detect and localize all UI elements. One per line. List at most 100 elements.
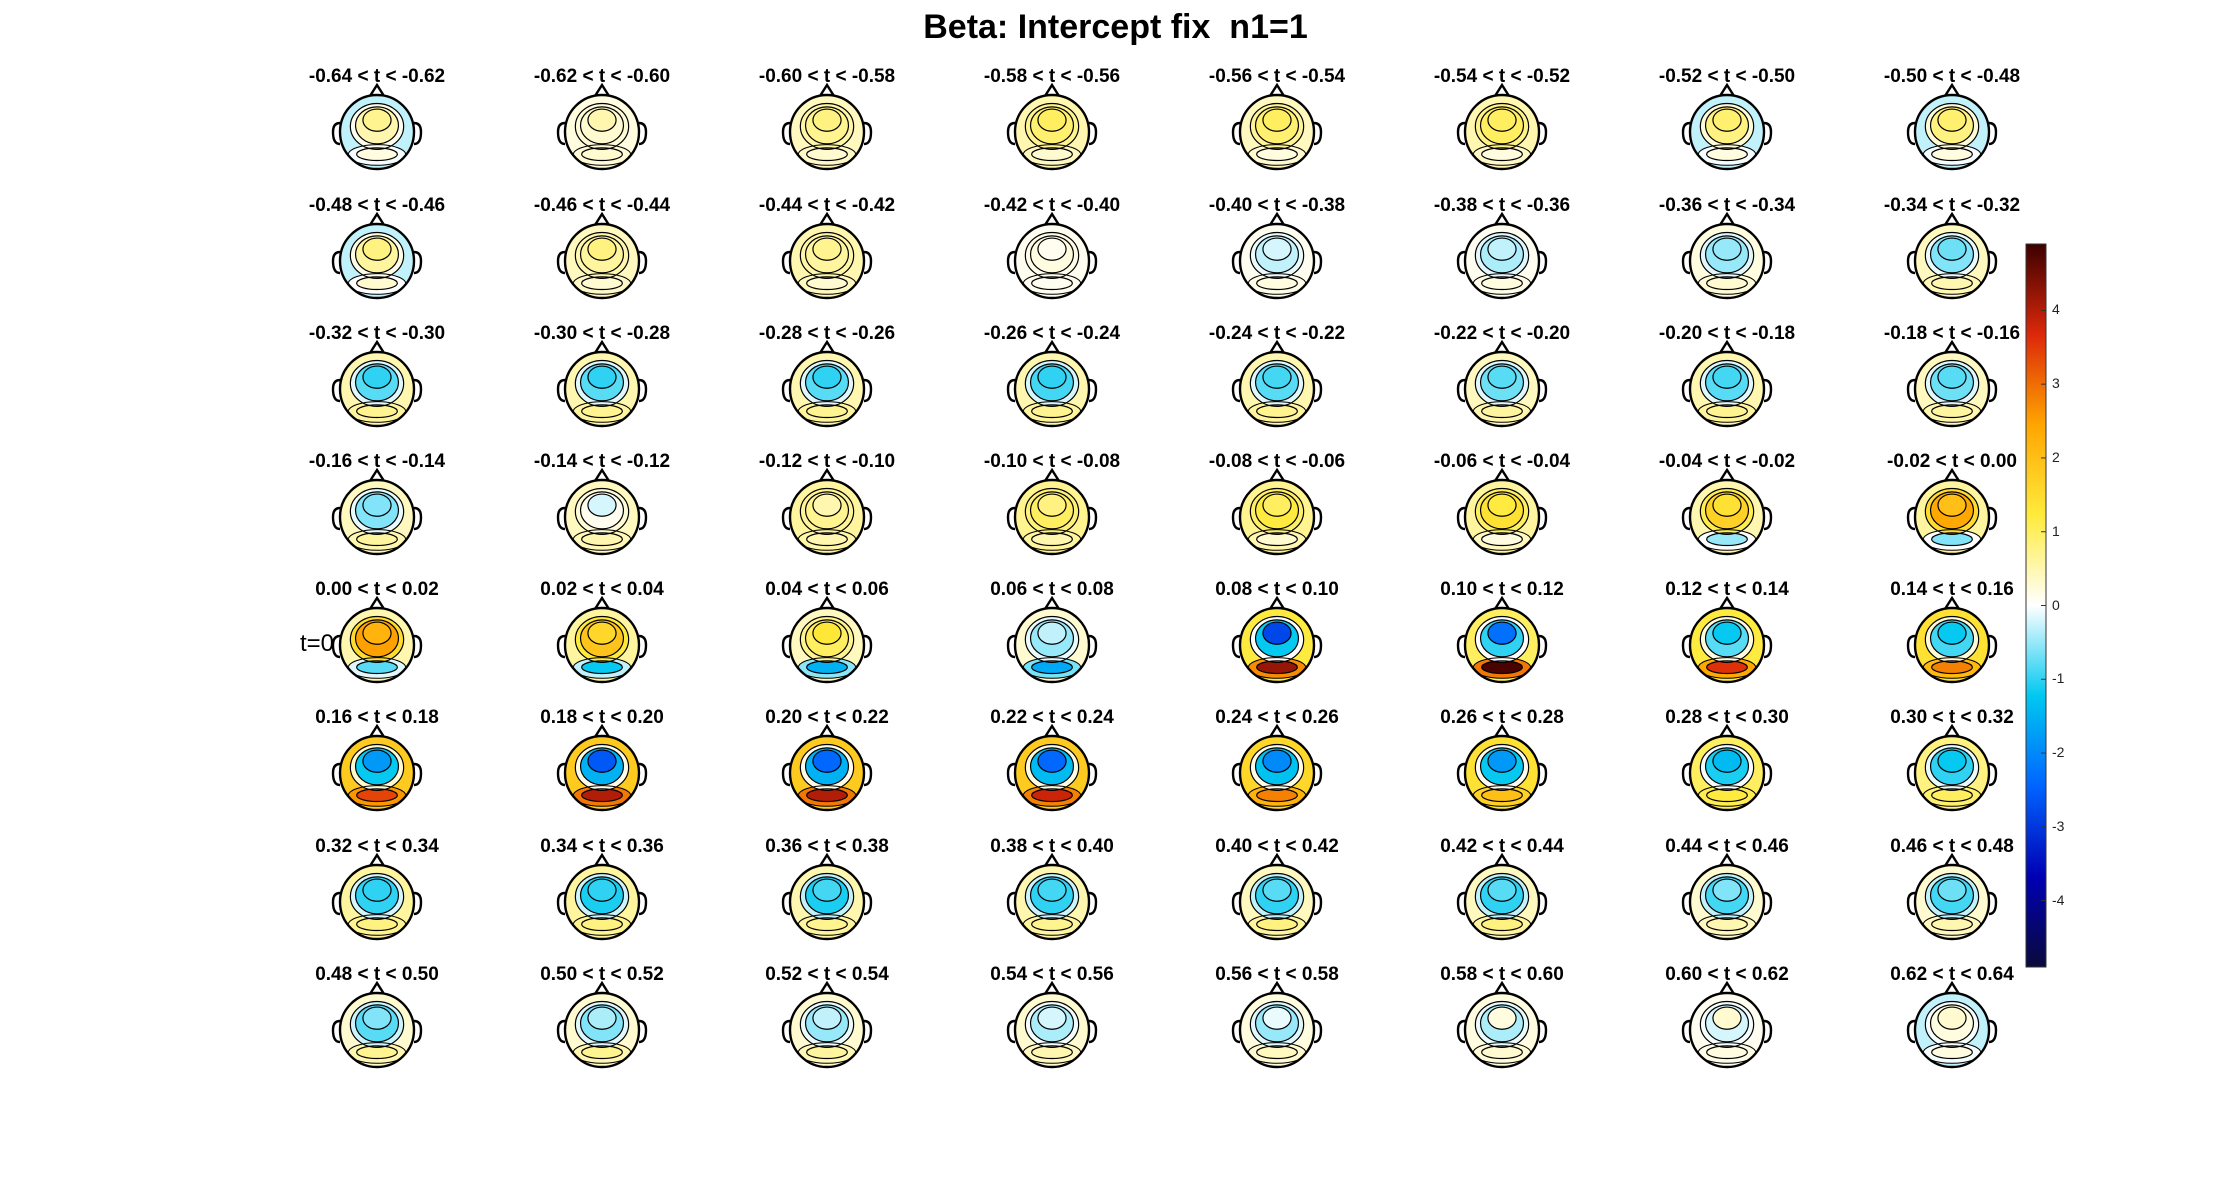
contour-line [812, 1006, 842, 1030]
topo-field-occipital [1931, 1045, 1973, 1059]
contour-line [349, 615, 405, 663]
left-ear-shape [1906, 634, 1916, 659]
contour-line [356, 788, 398, 803]
topo-field-frontal [1262, 109, 1292, 132]
contour-line [1487, 1006, 1517, 1030]
nose-shape [818, 723, 836, 738]
contour-line [1487, 108, 1517, 132]
right-ear-shape [1988, 121, 1998, 146]
panel-title: -0.34 < t < -0.32 [1883, 195, 2021, 216]
topo-field-frontal [587, 879, 617, 902]
contour-line [1254, 363, 1300, 402]
contour-line [1937, 1006, 1967, 1030]
contour-line [806, 1045, 848, 1060]
panel-title: 0.02 < t < 0.04 [540, 579, 664, 600]
contour-line [1929, 106, 1975, 145]
contour-line [1931, 917, 1973, 932]
contour-line [349, 102, 405, 150]
right-ear-shape [1088, 121, 1098, 146]
contour-line [1031, 1045, 1073, 1060]
contour-line [1706, 404, 1748, 419]
contour-line [1699, 743, 1755, 791]
contour-line [1931, 532, 1973, 547]
topo-field-frontal [1937, 1007, 1967, 1030]
contour-line [587, 1006, 617, 1030]
panel-title: 0.34 < t < 0.36 [540, 836, 664, 857]
right-ear-shape [413, 634, 423, 659]
left-ear-shape [1456, 634, 1466, 659]
contour-line [804, 491, 850, 530]
contour-line [1037, 493, 1067, 517]
nose-shape [1718, 467, 1736, 482]
nose-shape [1268, 852, 1286, 867]
right-ear-shape [413, 121, 423, 146]
left-ear-shape [1906, 121, 1916, 146]
contour-line [1931, 276, 1973, 291]
topoplot-panel [1456, 82, 1548, 171]
contour-line [1254, 1004, 1300, 1043]
nose-shape [1268, 980, 1286, 995]
topoplot-panel [1906, 211, 1998, 300]
contour-line [1937, 878, 1967, 902]
contour-line [362, 621, 392, 645]
panel-title: 0.10 < t < 0.12 [1440, 579, 1564, 600]
nose-shape [1268, 211, 1286, 226]
contour-line [581, 660, 623, 675]
topoplot-panel [781, 852, 873, 941]
head-outline [788, 350, 866, 428]
panel-title: 0.40 < t < 0.42 [1215, 836, 1339, 857]
contour-line [1704, 235, 1750, 274]
topo-field-occipital [581, 788, 623, 802]
panel-title: -0.46 < t < -0.44 [533, 195, 671, 216]
contour-line [587, 749, 617, 773]
contour-line [1929, 747, 1975, 786]
contour-line [1481, 276, 1523, 291]
contour-line [799, 487, 855, 535]
contour-line [1029, 1004, 1075, 1043]
contour-line [1256, 532, 1298, 547]
topoplot-panel [1681, 211, 1773, 300]
topoplot-panel [1006, 82, 1098, 171]
nose-shape [1718, 211, 1736, 226]
topo-field-frontal [587, 238, 617, 261]
right-ear-shape [1538, 378, 1548, 403]
topo-field-frontal [587, 750, 617, 773]
topo-field-occipital [1931, 532, 1973, 546]
topoplot-panel [556, 211, 648, 300]
panel-title: -0.60 < t < -0.58 [758, 66, 896, 87]
topo-field-occipital [806, 404, 848, 418]
contour-line [1479, 1004, 1525, 1043]
right-ear-shape [1088, 250, 1098, 275]
topo-field-frontal [1037, 622, 1067, 645]
contour-line [799, 231, 855, 279]
head-outline [1913, 734, 1991, 812]
panel-title: 0.06 < t < 0.08 [990, 579, 1114, 600]
head-outline [563, 93, 641, 171]
contour-line [1029, 876, 1075, 915]
colorbar-tick-label: 1 [2052, 522, 2060, 539]
left-ear-shape [1006, 250, 1016, 275]
right-ear-shape [1538, 891, 1548, 916]
left-ear-shape [331, 1019, 341, 1044]
panel-title: -0.54 < t < -0.52 [1433, 66, 1571, 87]
contour-line [1256, 276, 1298, 291]
contour-line [581, 917, 623, 932]
contour-line [1487, 749, 1517, 773]
head-outline [1013, 222, 1091, 300]
right-ear-shape [1088, 634, 1098, 659]
head-outline [788, 734, 866, 812]
right-ear-shape [1763, 250, 1773, 275]
contour-line [354, 235, 400, 274]
panel-title: 0.12 < t < 0.14 [1665, 579, 1789, 600]
head-outline [1463, 350, 1541, 428]
contour-line [1712, 749, 1742, 773]
panel-title: 0.20 < t < 0.22 [765, 707, 889, 728]
head-outline [1013, 863, 1091, 941]
panel-title: -0.44 < t < -0.42 [758, 195, 896, 216]
topoplot-panel [1681, 467, 1773, 556]
topoplot-panel [781, 339, 873, 428]
colorbar-tick-label: 2 [2052, 448, 2060, 465]
topoplot-panel [1456, 595, 1548, 684]
contour-line [1262, 878, 1292, 902]
contour-line [1037, 621, 1067, 645]
